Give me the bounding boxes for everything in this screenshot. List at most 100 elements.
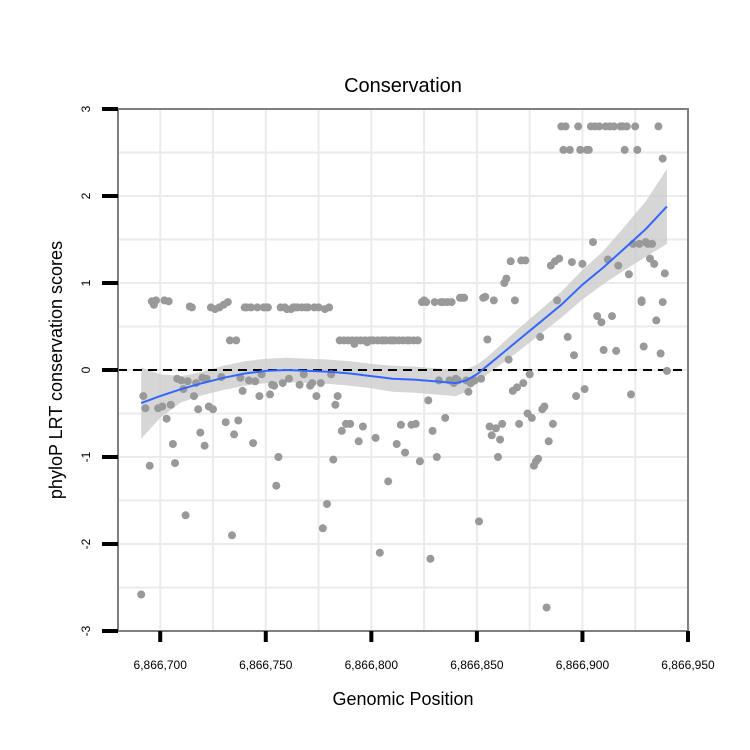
data-point [650, 259, 659, 268]
data-point [432, 453, 441, 461]
data-point [504, 355, 513, 364]
data-point [536, 332, 545, 341]
data-point [633, 145, 642, 154]
data-point [481, 292, 490, 301]
data-point [346, 419, 355, 428]
data-point [561, 122, 570, 131]
data-point [158, 402, 167, 411]
data-point [337, 426, 346, 435]
data-point [428, 426, 437, 435]
data-point [441, 413, 450, 422]
data-point [331, 400, 340, 409]
data-point [375, 548, 384, 557]
data-point [553, 296, 562, 305]
data-point [244, 376, 253, 385]
data-point [464, 387, 473, 396]
data-point [494, 453, 502, 461]
data-point [608, 312, 616, 321]
data-point [238, 386, 247, 395]
data-point [563, 332, 572, 341]
x-tick-label: 6,866,900 [556, 658, 610, 672]
data-point [475, 517, 483, 526]
data-point [228, 531, 236, 540]
data-point [489, 296, 498, 305]
data-point [200, 441, 209, 450]
data-point [270, 381, 279, 390]
x-tick-label: 6,866,700 [134, 658, 188, 672]
data-point [502, 274, 511, 283]
y-tick-label: 0 [79, 366, 93, 373]
data-point [413, 336, 422, 345]
chart-title: Conservation [344, 75, 462, 97]
data-point [401, 448, 410, 457]
data-point [658, 154, 667, 163]
data-point [519, 379, 528, 388]
data-point [595, 122, 604, 131]
data-point [498, 419, 507, 428]
data-point [415, 457, 424, 466]
data-point [599, 346, 608, 354]
data-point [487, 431, 496, 440]
data-point [278, 379, 287, 388]
data-point [164, 297, 173, 306]
data-point [460, 293, 469, 302]
data-point [253, 303, 262, 312]
data-point [187, 303, 196, 312]
data-point [426, 554, 435, 563]
data-point [576, 145, 585, 154]
data-point [470, 376, 479, 385]
data-point [323, 500, 331, 508]
data-point [631, 122, 640, 131]
data-point [477, 374, 486, 383]
x-tick-label: 6,866,950 [661, 658, 715, 672]
data-point [152, 296, 160, 305]
data-point [396, 420, 405, 429]
data-point [658, 298, 667, 307]
data-point [614, 261, 623, 270]
data-point [574, 122, 583, 131]
data-point [272, 481, 281, 490]
data-point [308, 379, 317, 388]
data-point [255, 392, 264, 401]
data-point [263, 303, 272, 312]
data-point [325, 303, 334, 312]
data-point [483, 335, 492, 344]
data-point [622, 122, 631, 131]
data-point [496, 435, 505, 444]
data-point [570, 351, 578, 360]
data-point [422, 298, 431, 307]
data-point [548, 419, 557, 428]
data-point [424, 396, 433, 405]
data-point [285, 374, 293, 383]
data-point [251, 377, 260, 386]
y-tick-label: 2 [79, 192, 93, 199]
data-point [145, 461, 154, 470]
data-point [177, 376, 186, 385]
data-point [354, 437, 363, 446]
data-point [513, 383, 521, 392]
y-tick-label: -1 [79, 451, 93, 462]
data-point [578, 259, 587, 268]
data-point [542, 603, 551, 612]
data-point [392, 440, 401, 448]
data-point [654, 122, 663, 131]
data-point [610, 122, 619, 131]
data-point [510, 296, 519, 305]
data-point [171, 459, 179, 468]
data-point [652, 316, 661, 325]
data-point [384, 477, 393, 486]
data-point [411, 419, 420, 428]
data-point [168, 440, 177, 448]
data-point [534, 454, 543, 463]
data-point [434, 376, 443, 385]
data-point [316, 379, 325, 388]
data-point [521, 256, 530, 265]
data-point [624, 270, 633, 279]
data-point [247, 303, 255, 312]
data-point [318, 524, 327, 533]
data-point [565, 145, 574, 154]
y-tick-label: 3 [79, 105, 93, 112]
data-point [209, 405, 217, 414]
data-point [639, 342, 648, 351]
data-point [580, 385, 589, 394]
